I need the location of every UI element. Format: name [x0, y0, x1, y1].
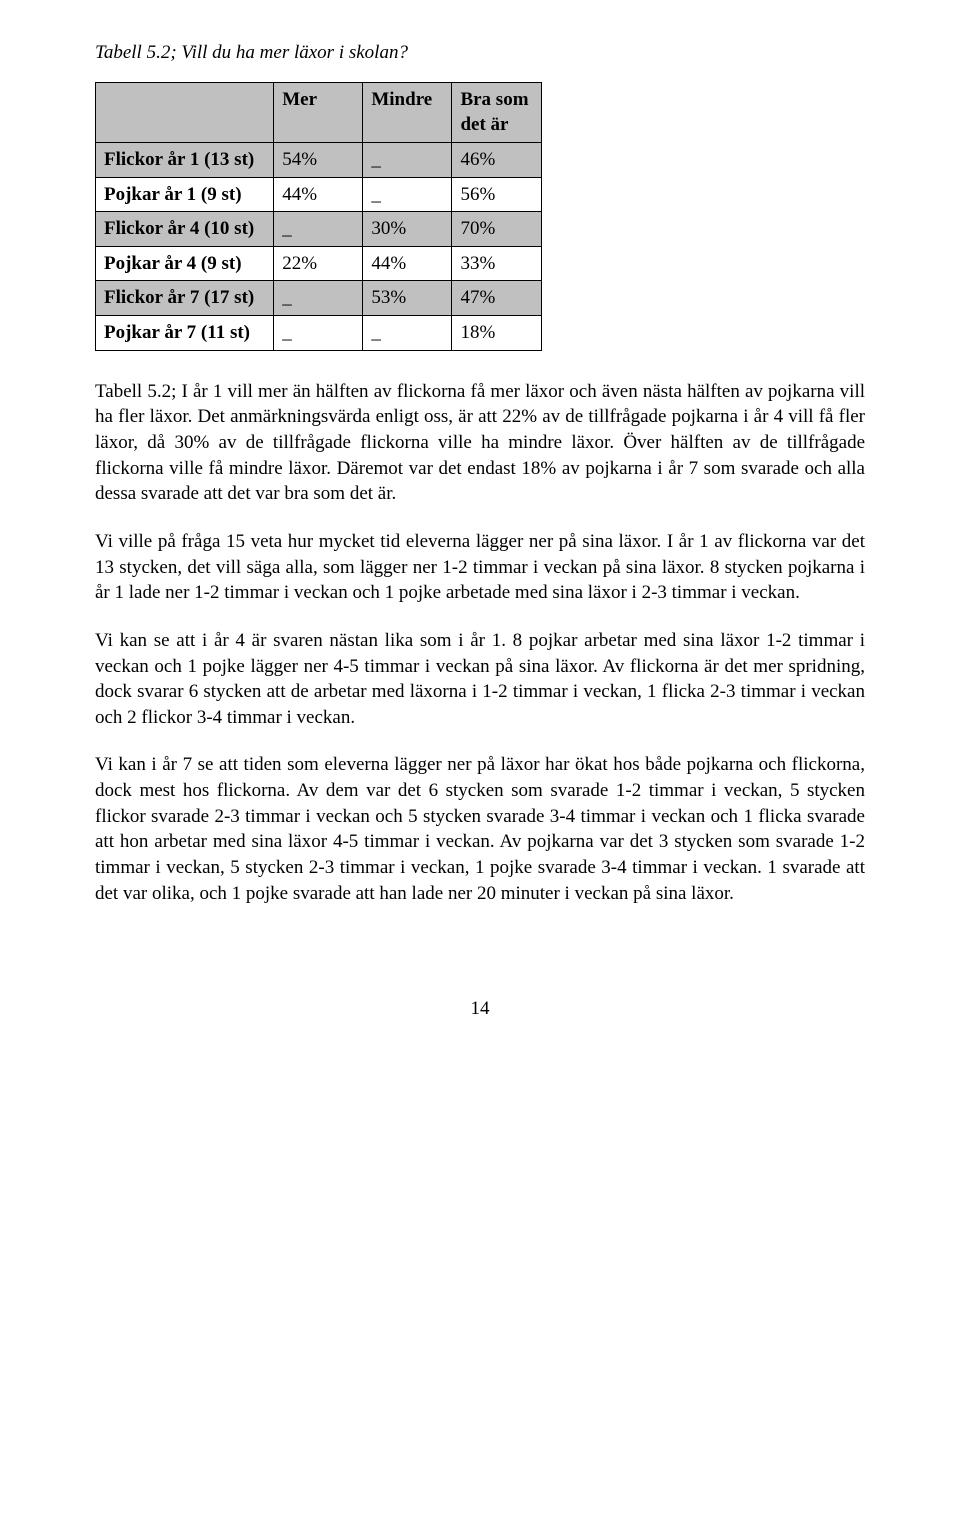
page-number: 14	[95, 996, 865, 1022]
paragraph-4: Vi kan i år 7 se att tiden som eleverna …	[95, 752, 865, 906]
row-label: Flickor år 7 (17 st)	[96, 281, 274, 316]
cell: 33%	[452, 246, 541, 281]
cell: 44%	[274, 177, 363, 212]
cell: _	[363, 316, 452, 351]
table-row: Flickor år 4 (10 st) _ 30% 70%	[96, 212, 542, 247]
table-body: Flickor år 1 (13 st) 54% _ 46% Pojkar år…	[96, 142, 542, 350]
paragraph-3: Vi kan se att i år 4 är svaren nästan li…	[95, 628, 865, 731]
paragraph-1: Tabell 5.2; I år 1 vill mer än hälften a…	[95, 379, 865, 507]
cell: _	[363, 142, 452, 177]
row-label: Pojkar år 1 (9 st)	[96, 177, 274, 212]
table-row: Pojkar år 1 (9 st) 44% _ 56%	[96, 177, 542, 212]
header-mer: Mer	[274, 82, 363, 142]
cell: _	[274, 281, 363, 316]
cell: 30%	[363, 212, 452, 247]
header-mindre: Mindre	[363, 82, 452, 142]
cell: 22%	[274, 246, 363, 281]
table-caption: Tabell 5.2; Vill du ha mer läxor i skola…	[95, 40, 865, 66]
header-bra: Bra som det är	[452, 82, 541, 142]
table-row: Flickor år 1 (13 st) 54% _ 46%	[96, 142, 542, 177]
row-label: Flickor år 4 (10 st)	[96, 212, 274, 247]
cell: 53%	[363, 281, 452, 316]
row-label: Pojkar år 4 (9 st)	[96, 246, 274, 281]
cell: _	[274, 316, 363, 351]
row-label: Flickor år 1 (13 st)	[96, 142, 274, 177]
data-table: Mer Mindre Bra som det är Flickor år 1 (…	[95, 82, 542, 351]
table-header-row: Mer Mindre Bra som det är	[96, 82, 542, 142]
table-row: Pojkar år 7 (11 st) _ _ 18%	[96, 316, 542, 351]
cell: _	[363, 177, 452, 212]
header-blank	[96, 82, 274, 142]
cell: 54%	[274, 142, 363, 177]
cell: 18%	[452, 316, 541, 351]
paragraph-2: Vi ville på fråga 15 veta hur mycket tid…	[95, 529, 865, 606]
row-label: Pojkar år 7 (11 st)	[96, 316, 274, 351]
cell: _	[274, 212, 363, 247]
table-row: Pojkar år 4 (9 st) 22% 44% 33%	[96, 246, 542, 281]
cell: 47%	[452, 281, 541, 316]
cell: 70%	[452, 212, 541, 247]
cell: 44%	[363, 246, 452, 281]
cell: 56%	[452, 177, 541, 212]
table-row: Flickor år 7 (17 st) _ 53% 47%	[96, 281, 542, 316]
cell: 46%	[452, 142, 541, 177]
